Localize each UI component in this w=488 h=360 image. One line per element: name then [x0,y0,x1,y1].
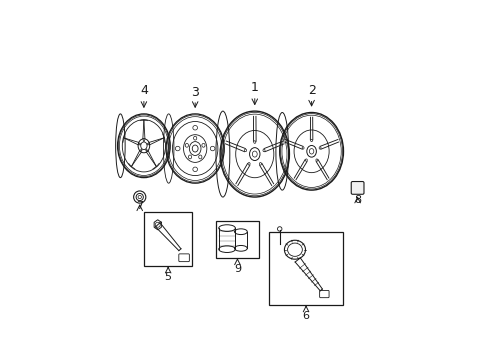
FancyBboxPatch shape [350,181,363,194]
Bar [143,212,192,266]
Text: 5: 5 [164,272,171,282]
Text: 6: 6 [302,311,309,321]
Bar [216,221,259,258]
Text: 2: 2 [307,84,315,97]
Text: 3: 3 [191,86,199,99]
Text: 1: 1 [250,81,258,94]
Bar [268,232,343,305]
Text: 7: 7 [136,202,143,211]
Text: 4: 4 [140,84,147,97]
Text: 8: 8 [353,194,361,204]
Text: 9: 9 [233,264,241,274]
